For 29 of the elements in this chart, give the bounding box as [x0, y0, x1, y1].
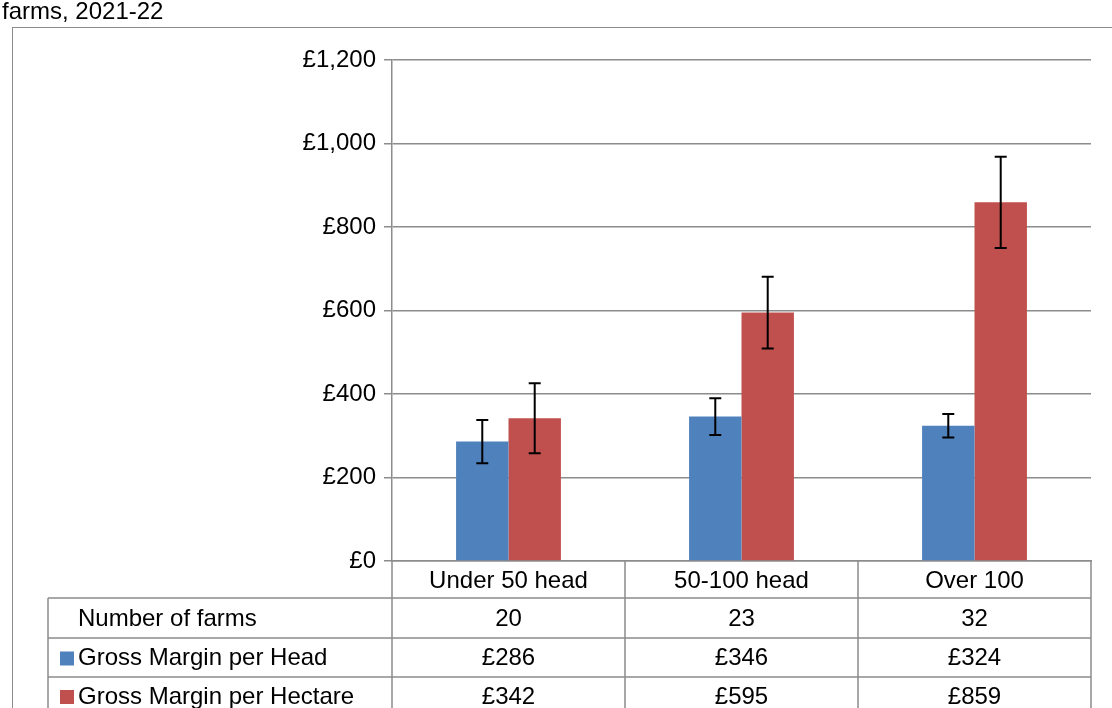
text: Number of farms	[78, 603, 257, 631]
bar	[741, 312, 794, 561]
y-tick-label: £200	[322, 462, 376, 490]
data-label: £286	[481, 643, 536, 671]
y-tick-label: £600	[322, 295, 376, 323]
text: 32	[961, 603, 988, 631]
bar	[974, 202, 1027, 561]
x-tick-label: Over 100	[925, 566, 1024, 594]
x-tick-label: Under 50 head	[429, 566, 588, 594]
x-tick-label: 50-100 head	[674, 566, 809, 594]
bar	[456, 441, 509, 561]
text: 23	[728, 603, 755, 631]
y-tick-label: £0	[349, 545, 376, 573]
y-tick-label: £800	[322, 211, 376, 239]
y-tick-label: £1,000	[302, 128, 376, 156]
bar	[689, 416, 742, 561]
bar	[508, 418, 561, 561]
bar	[922, 425, 975, 561]
data-label: £324	[947, 643, 1002, 671]
legend-label: Gross Margin per Head	[78, 643, 328, 671]
text: farms, 2021-22	[2, 0, 164, 24]
text: 20	[495, 603, 522, 631]
data-label: £595	[714, 681, 769, 708]
legend-label: Gross Margin per Hectare	[78, 681, 355, 708]
y-tick-label: £400	[322, 378, 376, 406]
y-tick-label: £1,200	[302, 44, 376, 72]
data-label: £346	[714, 643, 769, 671]
data-label: £859	[947, 681, 1002, 708]
data-label: £342	[481, 681, 536, 708]
